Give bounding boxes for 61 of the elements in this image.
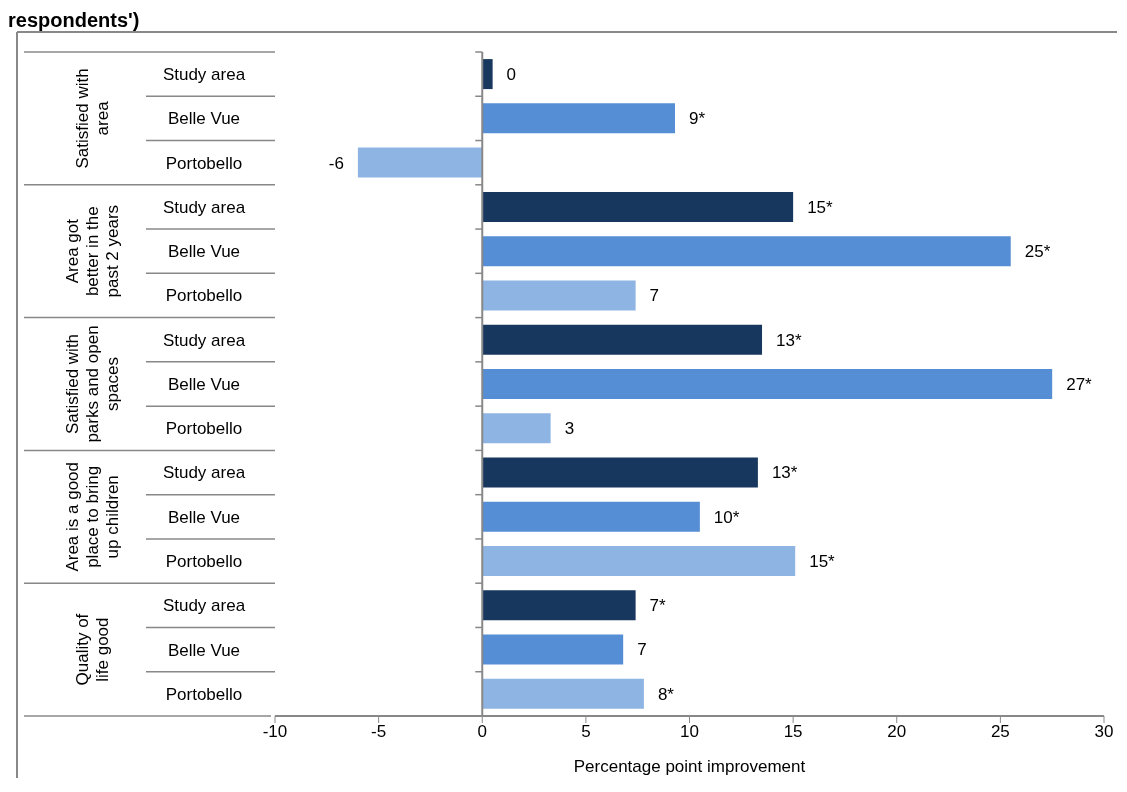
y-tick-label: Study area — [162, 596, 246, 616]
x-tick-label: 15 — [783, 722, 803, 742]
bar — [482, 103, 675, 134]
bar — [482, 59, 493, 90]
data-label: 8* — [657, 684, 675, 704]
data-label: 7 — [637, 640, 647, 660]
text: Area is a good place to bring up children — [63, 461, 122, 572]
bar — [482, 546, 796, 577]
text: Quality of life good — [73, 613, 112, 686]
y-tick-label: Portobello — [165, 286, 243, 306]
bar — [482, 368, 1053, 399]
x-tick-label: 0 — [477, 722, 487, 742]
y-tick-label: Portobello — [165, 684, 243, 704]
bar — [482, 236, 1011, 267]
x-tick-label: 20 — [887, 722, 907, 742]
data-label: 3 — [564, 419, 575, 439]
y-tick-label: Portobello — [165, 552, 243, 572]
x-tick-label: -10 — [262, 722, 288, 742]
y-tick-label: Study area — [162, 330, 246, 350]
y-tick-label: Belle Vue — [167, 507, 241, 527]
y-tick-label: Study area — [162, 463, 246, 483]
bar — [482, 413, 551, 444]
y-tick-label: Study area — [162, 65, 246, 85]
y-tick-label: Belle Vue — [167, 640, 241, 660]
y-tick-label: Portobello — [165, 419, 243, 439]
data-label: 15* — [809, 551, 836, 571]
data-label: 15* — [807, 197, 834, 217]
y-tick-label: Belle Vue — [167, 109, 241, 129]
text: Satisfied with parks and open spaces — [63, 325, 122, 443]
x-tick-label: 10 — [680, 722, 699, 742]
text: respondents') — [8, 8, 141, 32]
x-axis-title: Percentage point improvement — [573, 757, 806, 776]
y-tick-label: Portobello — [165, 153, 243, 173]
data-label: -6 — [328, 153, 344, 173]
bar — [357, 147, 483, 178]
x-tick-label: 30 — [1094, 722, 1114, 742]
data-label: 7* — [649, 596, 667, 616]
data-label: 13* — [771, 463, 798, 483]
data-label: 10* — [713, 507, 740, 527]
data-label: 0 — [506, 65, 517, 85]
y-tick-label: Belle Vue — [167, 242, 241, 262]
data-label: 13* — [776, 330, 802, 350]
data-label: 27* — [1066, 374, 1093, 394]
bar — [482, 324, 763, 355]
data-label: 7 — [649, 286, 660, 306]
text: Area got better in the past 2 years — [63, 204, 122, 298]
bar — [482, 457, 758, 488]
bar — [482, 678, 644, 709]
y-tick-label: Study area — [162, 197, 246, 217]
y-tick-label: Belle Vue — [167, 374, 241, 394]
bar — [482, 634, 624, 665]
x-tick-label: 25 — [990, 722, 1010, 742]
data-label: 25* — [1024, 242, 1051, 262]
data-label: 9* — [688, 109, 706, 129]
bar — [482, 191, 794, 222]
bar — [482, 590, 636, 621]
x-tick-label: -5 — [371, 722, 387, 742]
bar — [482, 280, 636, 311]
bar — [482, 501, 700, 532]
text: Satisfied with area — [73, 68, 112, 169]
x-tick-label: 5 — [581, 722, 591, 742]
